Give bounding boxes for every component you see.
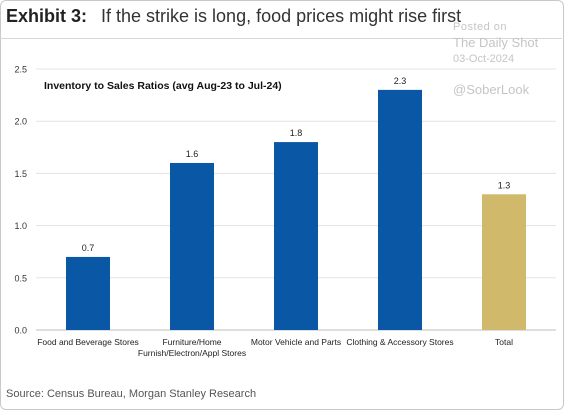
watermark-handle: @SoberLook	[453, 82, 530, 97]
x-tick-label: Furnish/Electron/Appl Stores	[138, 348, 246, 358]
bar	[66, 256, 110, 330]
data-label: 0.7	[82, 243, 95, 253]
chart-header: Exhibit 3: If the strike is long, food pr…	[6, 6, 461, 27]
y-tick-label: 2.5	[14, 65, 27, 75]
exhibit-label: Exhibit 3:	[6, 6, 88, 26]
header-divider	[0, 38, 562, 39]
y-tick-label: 1.0	[14, 221, 27, 231]
data-label: 1.3	[498, 180, 511, 190]
x-tick-label: Furniture/Home	[162, 337, 221, 347]
bar	[378, 89, 422, 330]
y-tick-label: 1.5	[14, 169, 27, 179]
bar	[170, 162, 214, 330]
exhibit-title: If the strike is long, food prices might…	[101, 6, 462, 26]
data-label: 1.6	[186, 149, 199, 159]
x-tick-label: Motor Vehicle and Parts	[251, 337, 341, 347]
watermark-posted-on: Posted on	[453, 21, 508, 33]
chart-title: Inventory to Sales Ratios (avg Aug-23 to…	[44, 80, 282, 92]
x-tick-label: Total	[495, 337, 513, 347]
watermark-publisher: The Daily Shot	[453, 35, 539, 50]
data-label: 2.3	[394, 76, 407, 86]
x-tick-label: Food and Beverage Stores	[37, 337, 139, 347]
bar	[274, 142, 318, 330]
y-tick-label: 2.0	[14, 117, 27, 127]
watermark-date: 03-Oct-2024	[453, 53, 515, 65]
y-tick-label: 0.0	[14, 326, 27, 336]
data-label: 1.8	[290, 128, 303, 138]
y-tick-label: 0.5	[14, 273, 27, 283]
x-tick-label: Clothing & Accessory Stores	[346, 337, 453, 347]
bar	[482, 194, 526, 330]
source-note: Source: Census Bureau, Morgan Stanley Re…	[6, 388, 257, 400]
